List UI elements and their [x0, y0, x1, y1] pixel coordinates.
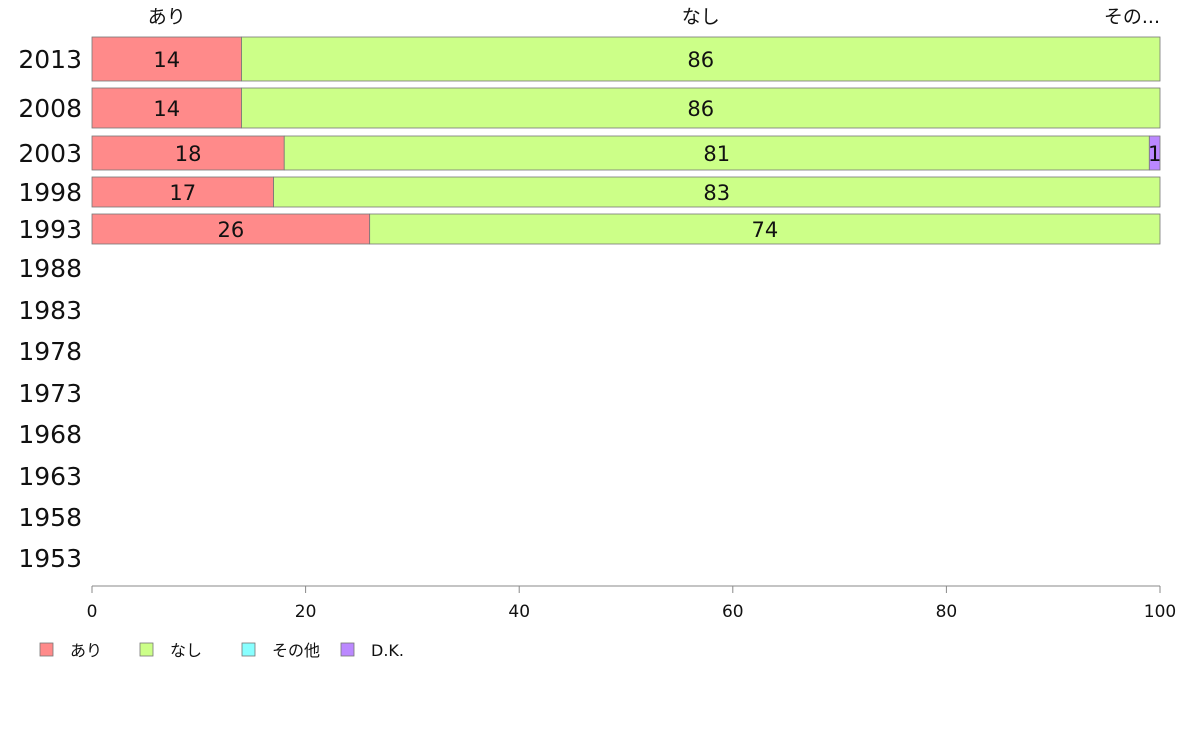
bar-segment-2008-1 — [241, 87, 1161, 129]
legend-label-1: なし — [170, 641, 202, 660]
data-label-2008-0: 14 — [153, 97, 180, 121]
chart-rows: 2013 14 86 2008 14 86 2003 18 81 1 1998 17 83 1993 26 7… — [18, 36, 1161, 573]
bar-segment-1993-1 — [369, 213, 1161, 245]
bar-segment-2003-1 — [283, 135, 1150, 171]
data-label-2003-0: 18 — [175, 142, 202, 166]
data-label-2003-3: 1 — [1148, 142, 1161, 166]
year-label-1983: 1983 — [18, 296, 82, 325]
x-tick-label-0: 0 — [87, 602, 98, 622]
year-label-1973: 1973 — [18, 379, 82, 408]
legend-swatch-1 — [139, 642, 154, 657]
year-label-1963: 1963 — [18, 462, 82, 491]
year-label-1988: 1988 — [18, 254, 82, 283]
year-label-2003: 2003 — [18, 139, 82, 168]
top-category-labels: あり なし その... — [148, 6, 1160, 28]
x-axis: 0 20 40 60 80 100 — [87, 585, 1176, 622]
bar-segment-1998-1 — [273, 176, 1161, 208]
x-tick-label-100: 100 — [1144, 602, 1176, 622]
bar-segment-1998-0 — [91, 176, 274, 208]
legend-label-2: その他 — [272, 641, 320, 660]
year-label-1968: 1968 — [18, 420, 82, 449]
data-label-2003-1: 81 — [703, 142, 730, 166]
legend-swatch-0 — [39, 642, 54, 657]
bar-segment-2008-0 — [91, 87, 242, 129]
year-label-1993: 1993 — [18, 215, 82, 244]
bar-segment-2003-0 — [91, 135, 285, 171]
year-label-1998: 1998 — [18, 178, 82, 207]
legend-label-3: D.K. — [371, 641, 404, 660]
legend-label-0: あり — [70, 641, 102, 660]
year-label-1978: 1978 — [18, 337, 82, 366]
top-label-1: なし — [682, 6, 720, 28]
bar-segment-1993-0 — [91, 213, 371, 245]
x-tick-label-20: 20 — [295, 602, 317, 622]
top-label-2: その... — [1104, 6, 1160, 28]
legend-swatch-2 — [241, 642, 256, 657]
bar-segment-2013-0 — [91, 36, 242, 82]
data-label-2008-1: 86 — [687, 97, 714, 121]
x-tick-label-60: 60 — [722, 602, 744, 622]
data-label-2013-1: 86 — [687, 48, 714, 72]
year-label-1958: 1958 — [18, 503, 82, 532]
data-label-1998-0: 17 — [169, 181, 196, 205]
x-tick-label-80: 80 — [936, 602, 958, 622]
data-label-2013-0: 14 — [153, 48, 180, 72]
year-label-1953: 1953 — [18, 544, 82, 573]
year-label-2008: 2008 — [18, 94, 82, 123]
top-label-0: あり — [148, 6, 186, 28]
year-label-2013: 2013 — [18, 45, 82, 74]
x-tick-label-40: 40 — [508, 602, 530, 622]
bar-segment-2003-3 — [1148, 135, 1161, 171]
legend-swatch-3 — [340, 642, 355, 657]
data-label-1993-0: 26 — [217, 218, 244, 242]
data-label-1998-1: 83 — [703, 181, 730, 205]
legend: あり なし その他 D.K. — [39, 641, 404, 660]
bar-segment-2013-1 — [241, 36, 1161, 82]
data-label-1993-1: 74 — [751, 218, 778, 242]
